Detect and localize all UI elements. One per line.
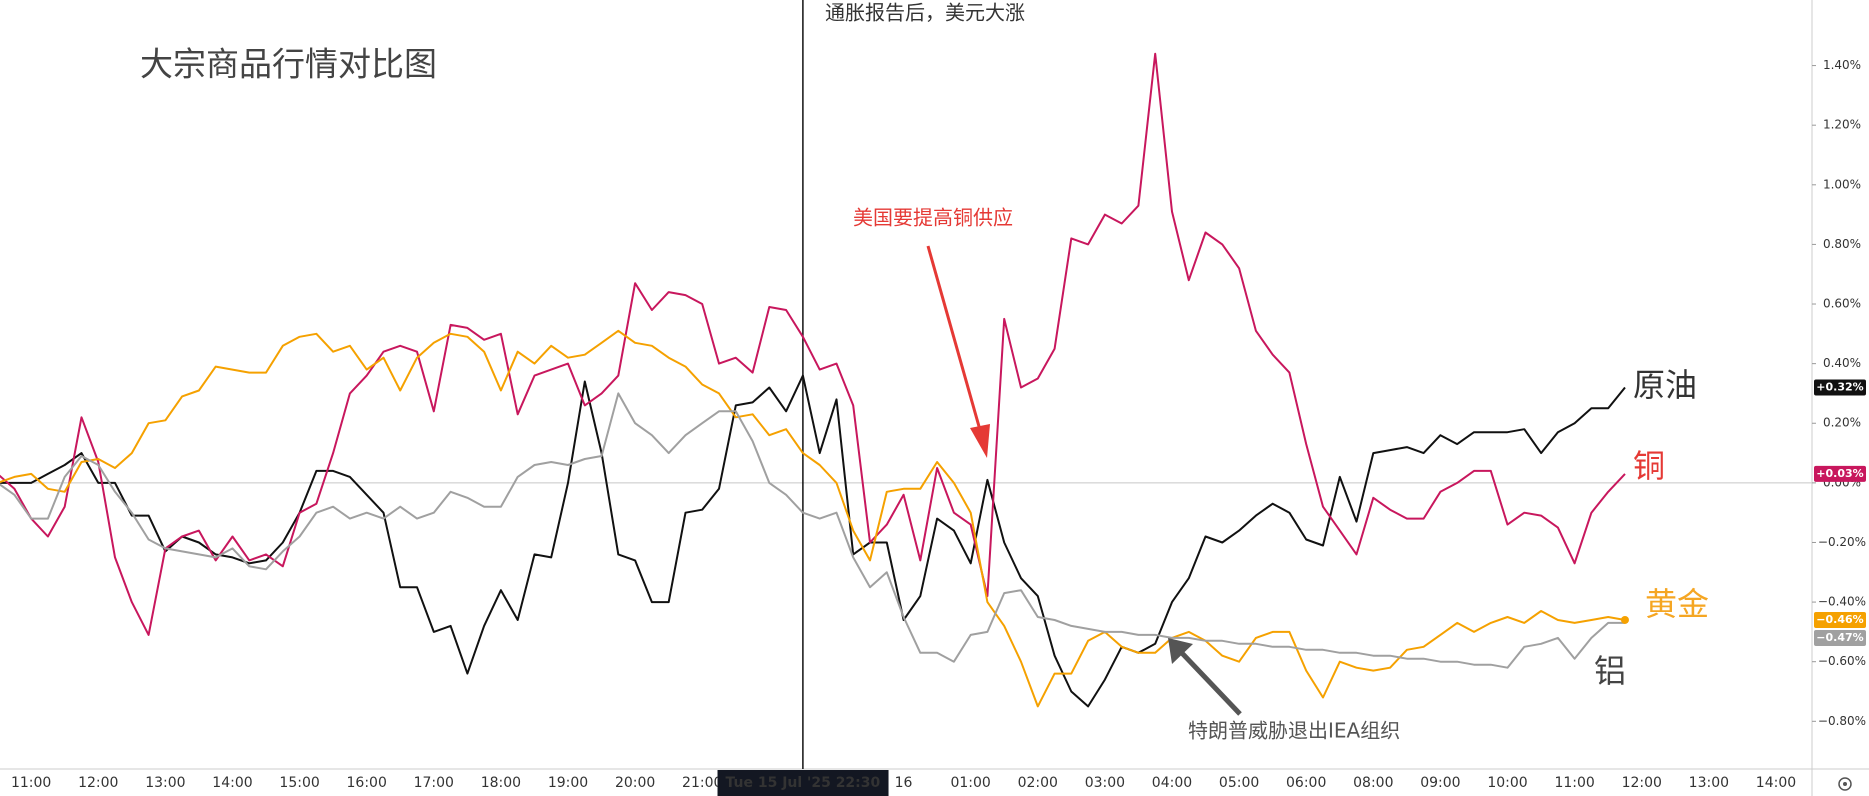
value-badge-label: −0.46% (1816, 613, 1863, 626)
x-tick-label: 14:00 (1756, 775, 1796, 791)
y-tick-label: −0.20% (1818, 535, 1866, 549)
x-tick-label: 20:00 (615, 775, 655, 791)
x-tick-label: 04:00 (1152, 775, 1192, 791)
x-tick-label: 16 (895, 775, 913, 791)
x-tick-label: 01:00 (950, 775, 990, 791)
x-tick-label: 17:00 (414, 775, 454, 791)
value-badge-label: +0.03% (1816, 467, 1863, 480)
x-tick-label: 08:00 (1353, 775, 1393, 791)
y-tick-label: −0.80% (1818, 714, 1866, 728)
x-tick-label: 10:00 (1487, 775, 1527, 791)
settings-icon[interactable] (1838, 777, 1852, 791)
annotation-arrow-head (1168, 638, 1193, 664)
x-tick-label: 09:00 (1420, 775, 1460, 791)
x-tick-label: 14:00 (212, 775, 252, 791)
value-badge (1814, 465, 1866, 482)
plot-area (0, 0, 1812, 769)
line-series (0, 329, 1626, 708)
legend-label: 原油 (1633, 366, 1697, 404)
x-tick-label: 18:00 (481, 775, 521, 791)
x-tick-label: 05:00 (1219, 775, 1259, 791)
y-tick-label: 1.40% (1823, 58, 1861, 72)
value-badge-label: −0.47% (1816, 631, 1863, 644)
x-tick-label: 19:00 (548, 775, 588, 791)
value-badge-label: +0.32% (1816, 380, 1863, 393)
chart-title: 大宗商品行情对比图 (140, 45, 437, 84)
x-tick-label: 21:00 (682, 775, 722, 791)
x-tick-label: 11:00 (11, 775, 51, 791)
annotation-arrow-head (970, 424, 990, 458)
x-tick-label: 13:00 (1689, 775, 1729, 791)
line-series (0, 52, 1626, 636)
x-tick-label: 15:00 (279, 775, 319, 791)
y-tick-label: 1.00% (1823, 177, 1861, 191)
y-tick-label: −0.40% (1818, 595, 1866, 609)
annotation: 特朗普威胁退出IEA组织 (1188, 719, 1400, 743)
x-tick-label: 12:00 (1622, 775, 1662, 791)
x-tick-label: 16:00 (347, 775, 387, 791)
x-tick-label: 03:00 (1085, 775, 1125, 791)
x-tick-label: 11:00 (1554, 775, 1594, 791)
y-tick-label: 0.60% (1823, 297, 1861, 311)
x-tick-label: 02:00 (1018, 775, 1058, 791)
value-badge (1814, 379, 1866, 396)
annotation-arrow (926, 245, 982, 431)
y-tick-label: −0.60% (1818, 654, 1866, 668)
legend-label: 铝 (1594, 652, 1626, 690)
x-tick-label-highlight: Tue 15 Jul '25 22:30 (726, 775, 881, 791)
annotation: 美国要提高铜供应 (853, 206, 1013, 230)
x-tick-label: 12:00 (78, 775, 118, 791)
value-badge (1814, 629, 1866, 646)
legend-label: 黄金 (1645, 585, 1709, 623)
y-tick-label: 1.20% (1823, 118, 1861, 132)
y-tick-label: 0.20% (1823, 416, 1861, 430)
x-tick-label: 13:00 (145, 775, 185, 791)
annotation-arrow (1178, 649, 1242, 716)
y-tick-label: 0.40% (1823, 356, 1861, 370)
x-tick-label: 06:00 (1286, 775, 1326, 791)
annotation: 通胀报告后，美元大涨 (825, 1, 1025, 25)
end-dot (1620, 615, 1629, 624)
value-badge (1814, 611, 1866, 628)
line-series (0, 392, 1625, 669)
legend-label: 铜 (1633, 447, 1665, 485)
x-highlight-box (717, 770, 889, 796)
y-tick-label: 0.80% (1823, 237, 1861, 251)
